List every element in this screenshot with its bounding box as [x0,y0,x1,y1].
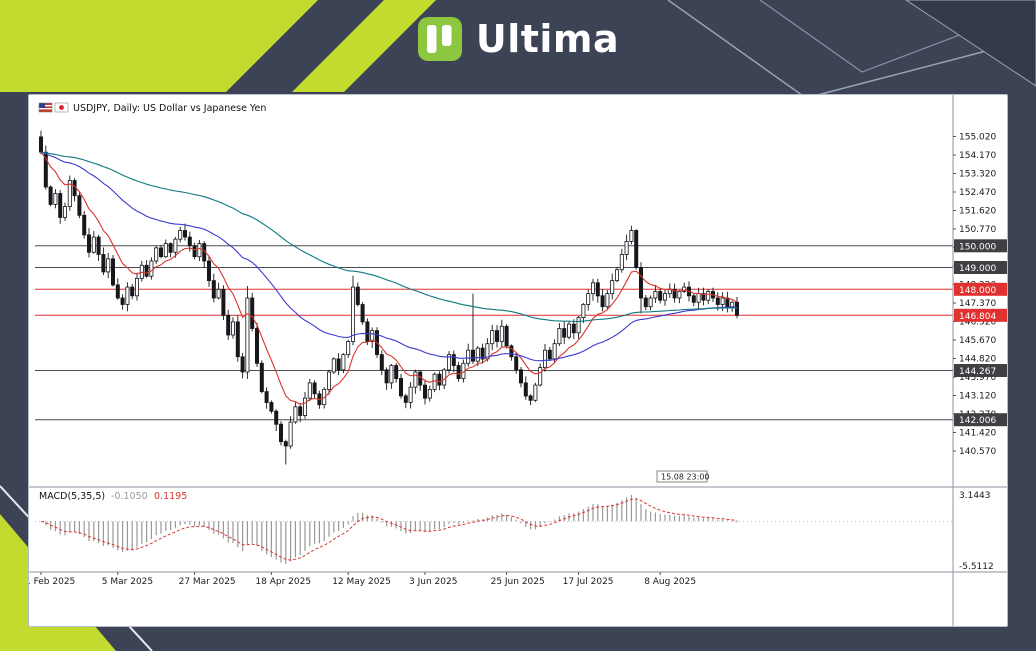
decor-top-left-notch [226,0,384,92]
macd-indicator [35,495,953,564]
svg-text:150.000: 150.000 [959,242,996,252]
svg-text:25 Jun 2025: 25 Jun 2025 [491,577,545,587]
price-badge [954,308,1007,322]
svg-text:12 May 2025: 12 May 2025 [332,577,391,587]
decor-top-right-corner [905,0,1036,87]
time-axis[interactable]: 1 Feb 2025 5 Mar 2025 27 Mar 2025 18 Apr 20… [29,572,696,587]
price-badge [954,282,1007,296]
axes [29,95,1007,626]
svg-text:140.570: 140.570 [959,447,996,457]
time-marker: 15.08 23:00 [656,470,710,483]
svg-text:144.820: 144.820 [959,355,996,365]
svg-text:1 Feb 2025: 1 Feb 2025 [29,577,75,587]
svg-text:17 Jul 2025: 17 Jul 2025 [563,577,614,587]
svg-text:-5.5112: -5.5112 [959,562,994,572]
svg-text:144.267: 144.267 [959,367,996,377]
ultima-logo-icon [417,17,462,61]
svg-text:150.770: 150.770 [959,225,996,235]
ultima-logo: Ultima [417,16,619,62]
svg-text:18 Apr 2025: 18 Apr 2025 [255,577,311,587]
svg-text:8 Aug 2025: 8 Aug 2025 [644,577,696,587]
ma-slow [40,151,738,323]
svg-text:146.804: 146.804 [959,312,996,322]
symbol-title: USDJPY, Daily: US Dollar vs Japanese Yen [73,103,266,114]
svg-text:143.970: 143.970 [959,373,996,383]
macd-label: MACD(5,35,5) -0.1050 0.1195 [39,491,187,502]
svg-text:145.670: 145.670 [959,336,996,346]
svg-text:143.120: 143.120 [959,392,996,402]
ma-fast [40,151,738,405]
svg-text:15.08 23:00: 15.08 23:00 [661,473,710,482]
jp-flag-icon [54,102,69,113]
svg-text:146.520: 146.520 [959,318,996,328]
svg-text:-0.1050: -0.1050 [111,491,148,502]
svg-text:148.000: 148.000 [959,286,996,296]
svg-text:141.420: 141.420 [959,429,996,439]
svg-text:27 Mar 2025: 27 Mar 2025 [179,577,236,587]
svg-text:3 Jun 2025: 3 Jun 2025 [409,577,457,587]
svg-text:152.470: 152.470 [959,188,996,198]
svg-text:149.000: 149.000 [959,264,996,274]
svg-text:151.620: 151.620 [959,207,996,217]
svg-text:0.1195: 0.1195 [154,491,187,502]
chart-title: USDJPY, Daily: US Dollar vs Japanese Yen [38,102,266,114]
price-axis[interactable]: 155.020 154.170 153.320 152.470 151.620 150.7… [953,133,1007,573]
moving-averages [40,151,738,405]
header: Ultima [0,16,1036,62]
price-chart[interactable]: 155.020 154.170 153.320 152.470 151.620 150.7… [29,95,1007,626]
svg-text:3.1443: 3.1443 [959,491,991,501]
us-flag-icon [38,102,53,113]
price-badge [954,364,1007,377]
brand-name: Ultima [475,17,620,61]
candlestick-series [38,130,740,465]
price-badge [954,239,1007,253]
svg-text:MACD(5,35,5): MACD(5,35,5) [39,491,105,502]
price-badge [954,261,1007,274]
price-badge [954,413,1007,427]
macd-signal-line [40,498,738,561]
svg-text:147.370: 147.370 [959,299,996,309]
chart-panel: 155.020 154.170 153.320 152.470 151.620 150.7… [28,94,1008,627]
svg-text:5 Mar 2025: 5 Mar 2025 [102,577,153,587]
ma-mid [40,151,738,362]
svg-text:153.320: 153.320 [959,170,996,180]
svg-text:155.020: 155.020 [959,133,996,143]
svg-text:142.006: 142.006 [959,416,996,426]
svg-text:154.170: 154.170 [959,151,996,161]
